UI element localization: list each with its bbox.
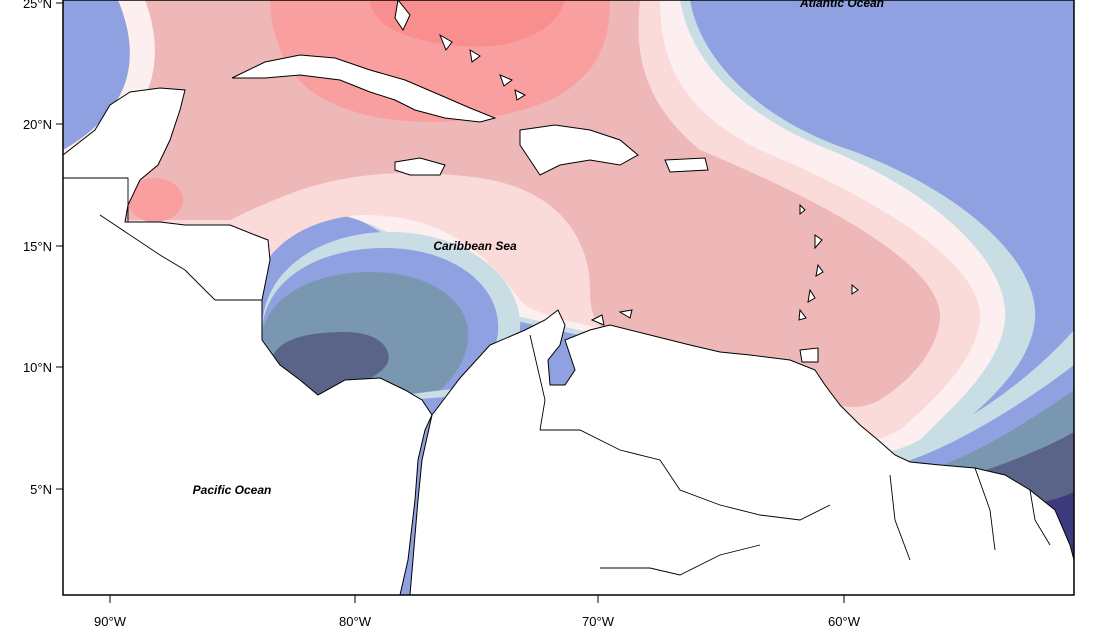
border-line	[99, 214, 186, 271]
border-line	[529, 334, 546, 431]
border-line	[63, 177, 129, 222]
antilles-island	[851, 283, 859, 295]
lon-tick-label: 60°W	[828, 614, 861, 629]
border-line	[1029, 489, 1051, 546]
border-line	[540, 429, 831, 521]
lon-tick-label: 80°W	[339, 614, 372, 629]
latitude-axis: 25°N 20°N 15°N 10°N 5°N	[23, 0, 63, 497]
antilles-island	[807, 288, 816, 303]
hispaniola-land	[519, 124, 639, 176]
antilles-island	[815, 263, 824, 277]
bahamas-island	[394, 0, 411, 32]
bahamas-island	[469, 49, 481, 63]
map-frame	[62, 0, 1075, 596]
land-masses	[63, 0, 1074, 595]
atlantic-ocean-label: Atlantic Ocean	[799, 0, 884, 10]
lat-tick-label: 5°N	[30, 482, 52, 497]
bahamas-island	[514, 89, 527, 101]
caribbean-sea-label: Caribbean Sea	[433, 239, 517, 253]
border-line	[974, 467, 996, 551]
lat-tick-label: 10°N	[23, 360, 52, 375]
map-area: Atlantic Ocean Caribbean Sea Pacific Oce…	[63, 0, 1074, 595]
central-america-land	[63, 87, 433, 595]
bahamas-island	[438, 33, 453, 52]
anomaly-spot-red	[127, 178, 183, 222]
lon-tick-label: 70°W	[582, 614, 615, 629]
antilles-island	[799, 203, 806, 216]
bahamas-island	[499, 74, 513, 87]
abc-island	[618, 309, 633, 319]
anomaly-band-white-left	[63, 0, 155, 160]
lat-tick-label: 20°N	[23, 117, 52, 132]
anomaly-band-red-light	[63, 0, 941, 407]
border-line	[889, 474, 911, 561]
puerto-rico-land	[664, 157, 709, 173]
lat-tick-label: 15°N	[23, 239, 52, 254]
lon-tick-label: 90°W	[94, 614, 127, 629]
pacific-ocean-label: Pacific Ocean	[193, 483, 272, 497]
anomaly-band-red-strong	[370, 0, 565, 47]
south-america-land	[409, 309, 1074, 595]
antilles-island	[814, 234, 823, 250]
border-line	[600, 544, 761, 576]
anomaly-band-blue-left	[63, 0, 130, 150]
antilles-island	[798, 308, 807, 321]
cuba-land	[231, 54, 497, 123]
country-borders	[63, 177, 1051, 576]
abc-island	[590, 314, 605, 326]
border-line	[184, 269, 262, 301]
longitude-axis: 90°W 80°W 70°W 60°W	[94, 595, 861, 629]
trinidad-land	[799, 347, 819, 363]
lat-tick-label: 25°N	[23, 0, 52, 11]
jamaica-land	[394, 157, 446, 176]
